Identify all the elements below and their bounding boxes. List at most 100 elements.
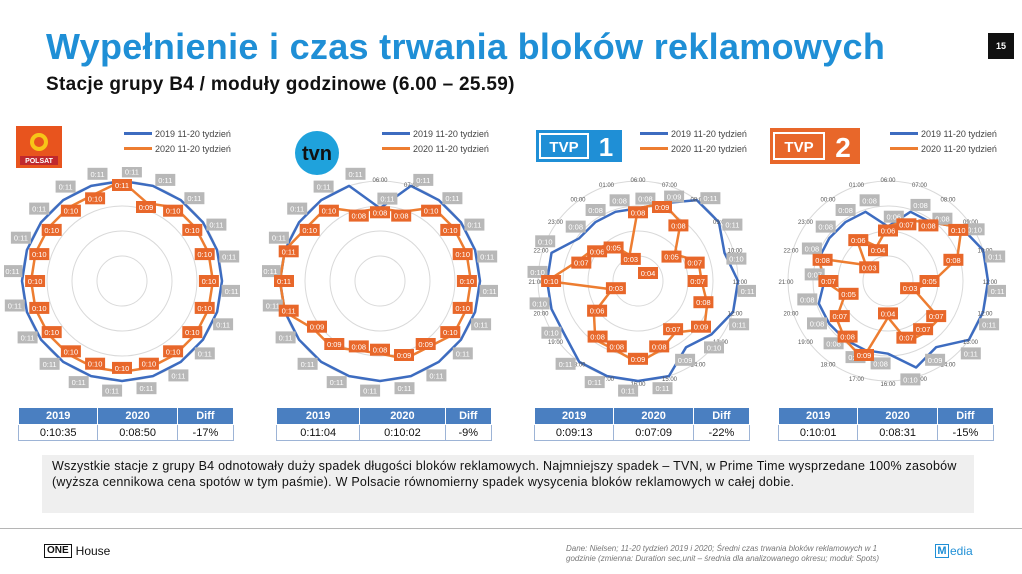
data-label-2019-text: 0:11 [655, 384, 669, 393]
data-label-2020: 0:08 [348, 209, 369, 222]
data-label-2020: 0:06 [848, 234, 869, 247]
summary-2020: 0:08:50 [97, 424, 178, 441]
data-label-2019: 0:11 [345, 167, 366, 180]
data-label-2019: 0:11 [394, 382, 415, 395]
data-label-2019: 0:09 [664, 190, 685, 203]
data-label-2019-text: 0:08 [805, 245, 820, 254]
data-label-2019-text: 0:08 [612, 196, 627, 205]
source-note: Dane: Nielsen; 11-20 tydzień 2019 i 2020… [566, 544, 880, 563]
data-label-2020: 0:10 [60, 204, 81, 217]
data-label-2019: 0:11 [275, 331, 296, 344]
data-label-2020-text: 0:05 [922, 277, 937, 286]
data-label-2019-bg [442, 192, 463, 205]
hour-label: 22:00 [533, 249, 549, 255]
legend-2019: 2019 11-20 tydzień [413, 128, 489, 139]
data-label-2019-bg [287, 202, 308, 215]
grid-ring [304, 205, 456, 357]
data-label-2019-text: 0:11 [348, 170, 362, 179]
hour-label: 00:00 [570, 198, 586, 204]
data-label-2020-text: 0:11 [282, 247, 296, 256]
data-label-2020-bg [628, 206, 648, 219]
data-label-2019: 0:11 [10, 231, 31, 244]
grid-ring [96, 255, 148, 307]
table-header-diff: Diff [444, 407, 493, 425]
data-label-2020-text: 0:07 [666, 325, 681, 334]
data-label-2020: 0:11 [112, 179, 132, 191]
data-label-2020-bg [85, 357, 106, 370]
data-label-2020-bg [913, 323, 934, 336]
table-header-2019: 2019 [275, 407, 361, 425]
data-label-2020-text: 0:09 [631, 355, 646, 364]
data-label-2019-bg [275, 331, 296, 344]
data-label-2020-text: 0:04 [881, 309, 896, 318]
summary-2019: 0:10:35 [17, 424, 99, 441]
data-label-2020-bg [307, 320, 327, 333]
chart-legend: 2019 11-20 tydzień 2020 11-20 tydzień [124, 126, 231, 156]
data-label-2020: 0:10 [41, 326, 62, 339]
data-label-2020-bg [452, 301, 473, 314]
data-label-2019-bg [801, 242, 822, 255]
data-label-2019-bg [477, 250, 498, 263]
data-label-2020: 0:10 [163, 204, 184, 217]
hour-label: 21:00 [528, 280, 544, 286]
data-label-2019: 0:11 [729, 318, 750, 331]
data-label-2019: 0:11 [155, 173, 176, 186]
data-label-2020-text: 0:08 [351, 212, 366, 221]
data-label-2019-bg [360, 384, 381, 397]
data-label-2020-bg [29, 301, 50, 314]
data-label-2020-text: 0:10 [185, 226, 200, 235]
data-label-2020-text: 0:03 [862, 263, 877, 272]
chart-tvn: tvn 2019 11-20 tydzień 2020 11-20 tydzie… [262, 122, 498, 442]
chart-tvp2: TVP 2 2019 11-20 tydzień 2020 11-20 tydz… [770, 122, 1006, 442]
data-label-2020-text: 0:10 [115, 364, 130, 373]
hour-label: 12:00 [727, 312, 743, 318]
data-label-2020-text: 0:10 [185, 328, 200, 337]
data-label-2020-text: 0:09 [397, 351, 412, 360]
data-label-2019-text: 0:11 [588, 378, 602, 387]
data-label-2019-text: 0:11 [90, 170, 104, 179]
data-label-2019-text: 0:11 [741, 287, 755, 296]
radar-chart: 06:0007:0008:0009:0010:0011:0012:0013:00… [527, 178, 756, 397]
data-label-2020: 0:04 [868, 244, 888, 257]
data-label-2019-text: 0:11 [72, 378, 86, 387]
data-label-2019-bg [565, 220, 586, 233]
hour-label: 16:00 [630, 382, 646, 388]
tvp1-logo: TVP 1 [536, 130, 622, 167]
data-label-2019: 0:11 [700, 192, 721, 205]
data-label-2020-bg [41, 326, 62, 339]
data-label-2019: 0:11 [184, 192, 205, 205]
data-label-2020-bg [391, 209, 412, 222]
data-label-2020: 0:11 [278, 304, 299, 317]
data-label-2020-bg [25, 275, 46, 287]
data-label-2019-bg [635, 192, 656, 205]
data-label-2020-text: 0:10 [64, 347, 79, 356]
data-label-2019-text: 0:11 [429, 371, 443, 380]
data-label-2019-bg [4, 265, 23, 278]
data-label-2019: 0:10 [535, 235, 556, 248]
data-label-2020-bg [194, 301, 215, 314]
data-label-2019-text: 0:11 [125, 167, 139, 176]
data-label-2020-bg [136, 201, 156, 213]
data-label-2019: 0:10 [527, 265, 548, 278]
data-label-2020: 0:10 [440, 223, 461, 236]
data-label-2020-bg [900, 282, 921, 295]
data-label-2020: 0:09 [628, 352, 648, 365]
data-label-2019-text: 0:08 [913, 201, 928, 210]
data-label-2019: 0:08 [835, 204, 856, 216]
data-label-2019-text: 0:10 [729, 255, 744, 264]
data-label-2019: 0:11 [17, 331, 38, 344]
data-label-2019-text: 0:08 [862, 196, 877, 205]
data-label-2020-text: 0:11 [277, 277, 291, 286]
data-label-2020-text: 0:06 [590, 307, 605, 316]
data-label-2019-text: 0:08 [873, 359, 888, 368]
data-label-2020-text: 0:08 [946, 256, 961, 265]
data-label-2020-text: 0:10 [142, 360, 157, 369]
data-label-2019-text: 0:11 [703, 194, 717, 203]
data-label-2019-text: 0:11 [725, 221, 739, 230]
data-label-2019-bg [870, 357, 891, 370]
data-label-2020-text: 0:03 [903, 284, 918, 293]
tvp2-logo: TVP 2 [770, 128, 860, 169]
data-label-2020: 0:08 [370, 343, 390, 356]
data-label-2020-text: 0:10 [202, 277, 217, 286]
data-label-2019: 0:11 [722, 218, 743, 231]
